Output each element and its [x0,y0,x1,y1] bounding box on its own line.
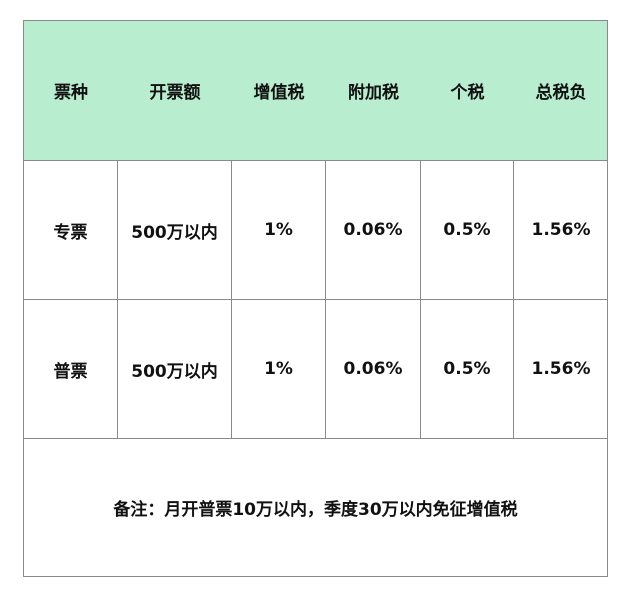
table-header: 票种 开票额 增值税 附加税 个税 总税负 [24,21,607,161]
table-cell: 0.06% [326,300,421,438]
table-cell: 1.56% [531,220,591,240]
table-note: 备注：月开普票10万以内，季度30万以内免征增值税 [113,500,518,520]
table-cell: 1.56% [531,359,591,379]
table-cell: 0.5% [421,161,514,299]
table-row: 专票 500万以内 1% 0.06% 0.5% 1.56% [24,161,607,300]
table-cell: 专票 [24,161,118,299]
header-cell: 个税 [450,83,485,103]
table-cell: 0.06% [326,161,421,299]
table-cell: 500万以内 [118,300,232,438]
tax-table: 票种 开票额 增值税 附加税 个税 总税负 专票 500万以内 1% 0.06%… [23,20,608,577]
header-cell: 开票额 [149,83,201,103]
table-cell: 1% [232,300,326,438]
table-row: 普票 500万以内 1% 0.06% 0.5% 1.56% [24,300,607,439]
table-cell: 1% [232,161,326,299]
header-cell: 增值税 [253,83,305,103]
table-cell: 0.5% [421,300,514,438]
table-cell: 500万以内 [118,161,232,299]
header-cell: 总税负 [535,83,587,103]
table-cell: 普票 [24,300,118,438]
header-cell: 附加税 [348,83,399,103]
header-cell: 票种 [54,83,88,103]
